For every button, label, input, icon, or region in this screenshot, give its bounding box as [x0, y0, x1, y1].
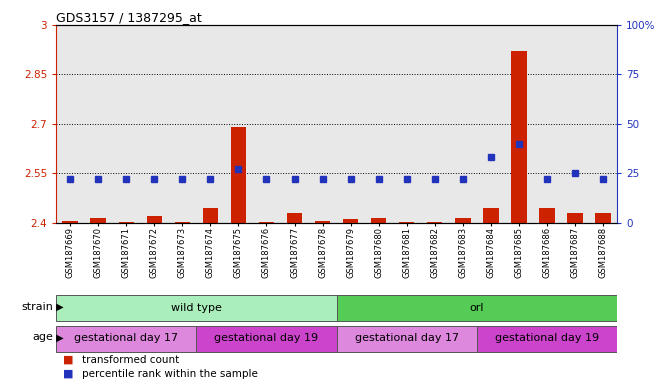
Bar	[84, 25, 112, 223]
Bar	[337, 295, 617, 321]
Bar	[477, 25, 505, 223]
Text: age: age	[32, 333, 53, 343]
Bar	[505, 25, 533, 223]
Text: ▶: ▶	[53, 333, 63, 343]
Text: transformed count: transformed count	[82, 354, 180, 364]
Bar	[477, 326, 617, 352]
Bar	[203, 208, 218, 223]
Text: gestational day 17: gestational day 17	[354, 333, 459, 343]
Bar	[337, 25, 364, 223]
Bar	[308, 25, 337, 223]
Text: GDS3157 / 1387295_at: GDS3157 / 1387295_at	[56, 11, 202, 24]
Bar	[140, 25, 168, 223]
Bar	[147, 216, 162, 223]
Bar	[56, 25, 84, 223]
Bar	[280, 25, 309, 223]
Bar	[512, 51, 527, 223]
Bar	[224, 25, 252, 223]
Bar	[175, 222, 190, 223]
Bar	[56, 326, 197, 352]
Bar	[259, 222, 274, 223]
Bar	[90, 218, 106, 223]
Bar	[483, 208, 498, 223]
Bar	[595, 213, 611, 223]
Text: strain: strain	[21, 302, 53, 312]
Bar	[568, 213, 583, 223]
Text: percentile rank within the sample: percentile rank within the sample	[82, 369, 258, 379]
Bar	[252, 25, 280, 223]
Text: ▶: ▶	[53, 302, 63, 312]
Text: ■: ■	[63, 369, 73, 379]
Bar	[56, 295, 337, 321]
Bar	[287, 213, 302, 223]
Bar	[421, 25, 449, 223]
Bar	[399, 222, 414, 223]
Text: gestational day 19: gestational day 19	[495, 333, 599, 343]
Text: gestational day 19: gestational day 19	[214, 333, 319, 343]
Text: wild type: wild type	[171, 303, 222, 313]
Bar	[371, 218, 386, 223]
Text: gestational day 17: gestational day 17	[74, 333, 178, 343]
Bar	[197, 326, 337, 352]
Bar	[112, 25, 140, 223]
Bar	[393, 25, 421, 223]
Text: ■: ■	[63, 354, 73, 364]
Text: orl: orl	[470, 303, 484, 313]
Bar	[315, 221, 330, 223]
Bar	[539, 208, 554, 223]
Bar	[197, 25, 224, 223]
Bar	[168, 25, 196, 223]
Bar	[231, 127, 246, 223]
Bar	[589, 25, 617, 223]
Bar	[364, 25, 393, 223]
Bar	[533, 25, 561, 223]
Bar	[427, 222, 442, 223]
Bar	[449, 25, 477, 223]
Bar	[343, 219, 358, 223]
Bar	[119, 222, 134, 223]
Bar	[561, 25, 589, 223]
Bar	[455, 218, 471, 223]
Bar	[63, 221, 78, 223]
Bar	[337, 326, 477, 352]
